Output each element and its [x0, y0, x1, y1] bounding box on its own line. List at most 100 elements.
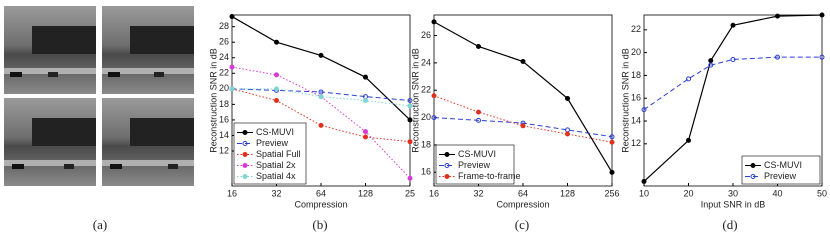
data-point [229, 64, 235, 70]
panel-label: (b) [312, 217, 327, 232]
y-axis-label: Reconstruction SNR in dB [410, 48, 420, 153]
panel-a-images [4, 6, 194, 186]
y-tick-label: 24 [421, 57, 431, 67]
data-point [229, 86, 235, 92]
data-point [363, 129, 368, 135]
plot-frame [433, 14, 613, 187]
legend-label: CS-MUVI [764, 160, 802, 170]
legend-marker [750, 163, 756, 168]
panel-label: (c) [515, 217, 529, 232]
data-point [476, 117, 481, 123]
data-point [686, 137, 691, 143]
x-tick-label: 128 [560, 188, 575, 198]
data-point [274, 98, 279, 103]
legend-marker [444, 174, 450, 179]
x-axis-label: Compression [496, 199, 549, 209]
x-tick-label: 25 [405, 188, 415, 198]
data-point [641, 107, 647, 113]
data-point [318, 122, 324, 128]
data-point [686, 76, 691, 82]
data-point [318, 94, 324, 100]
legend-label: Preview [764, 171, 797, 181]
series-line [643, 56, 822, 111]
legend-label: Preview [256, 138, 289, 148]
y-tick-label: 26 [219, 37, 229, 47]
series-line [433, 117, 613, 138]
data-point [476, 109, 481, 115]
data-point [565, 131, 570, 137]
series-line [231, 16, 411, 121]
plot-frame [643, 14, 823, 187]
figure: (a) (b) (c) (d) 16 32 64 128 25 12 14 16 18 20 22 2… [4, 6, 827, 232]
data-point [641, 178, 647, 184]
data-point [407, 98, 413, 103]
data-point [819, 54, 825, 60]
data-point [730, 56, 736, 62]
data-point [407, 139, 413, 145]
legend-marker [242, 163, 248, 168]
y-tick-label: 22 [421, 85, 431, 95]
legend-label: Spatial 2x [256, 160, 296, 170]
data-point [431, 93, 437, 99]
series-line [433, 95, 613, 143]
series-line [231, 88, 411, 143]
y-tick-label: 14 [631, 115, 641, 125]
legend-label: Preview [458, 160, 491, 170]
x-tick-label: 64 [518, 188, 528, 198]
x-tick-label: 50 [817, 188, 827, 198]
x-tick-label: 64 [316, 188, 326, 198]
y-tick-label: 12 [219, 145, 229, 155]
y-tick-label: 22 [219, 68, 229, 78]
y-tick-label: 20 [421, 112, 431, 122]
panel-label: (a) [93, 217, 107, 232]
x-tick-label: 32 [271, 188, 281, 198]
y-tick-label: 20 [631, 47, 641, 57]
panel-label: (d) [722, 217, 737, 232]
data-point [520, 59, 526, 65]
data-point [730, 22, 736, 28]
y-tick-label: 28 [219, 21, 229, 31]
y-tick-label: 14 [219, 130, 229, 140]
data-point [274, 86, 279, 92]
legend-label: Spatial 4x [256, 171, 296, 181]
x-tick-label: 256 [604, 188, 619, 198]
data-point [609, 169, 615, 175]
y-tick-label: 16 [631, 93, 641, 103]
data-point [609, 139, 615, 145]
legend-marker [242, 152, 248, 157]
y-tick-label: 26 [421, 30, 431, 40]
y-tick-label: 18 [219, 99, 229, 109]
data-point [609, 134, 615, 140]
data-point [476, 43, 481, 49]
data-point [520, 123, 526, 129]
data-point [363, 134, 368, 140]
x-tick-label: 32 [473, 188, 483, 198]
y-tick-label: 22 [631, 24, 641, 34]
y-axis-label: Reconstruction SNR in dB [620, 48, 630, 153]
series-line [643, 14, 823, 182]
y-tick-label: 16 [219, 114, 229, 124]
y-tick-label: 20 [219, 83, 229, 93]
data-point [775, 54, 780, 60]
data-point [318, 89, 324, 95]
data-point [274, 39, 279, 45]
data-point [318, 52, 324, 58]
data-point [363, 98, 368, 103]
data-point [431, 19, 437, 25]
y-tick-label: 18 [421, 139, 431, 149]
x-tick-label: 20 [683, 188, 693, 198]
legend-marker [242, 130, 248, 135]
data-point [565, 95, 570, 101]
series-line [231, 88, 411, 101]
legend-marker [242, 141, 248, 146]
legend-label: CS-MUVI [458, 149, 496, 159]
legend-label: Spatial Full [256, 149, 301, 159]
legend-marker [750, 174, 756, 179]
x-tick-label: 40 [772, 188, 782, 198]
y-tick-label: 12 [631, 138, 641, 148]
y-tick-label: 16 [421, 167, 431, 177]
data-point [708, 62, 714, 68]
x-axis-label: Input SNR in dB [701, 199, 766, 209]
y-tick-label: 18 [631, 70, 641, 80]
